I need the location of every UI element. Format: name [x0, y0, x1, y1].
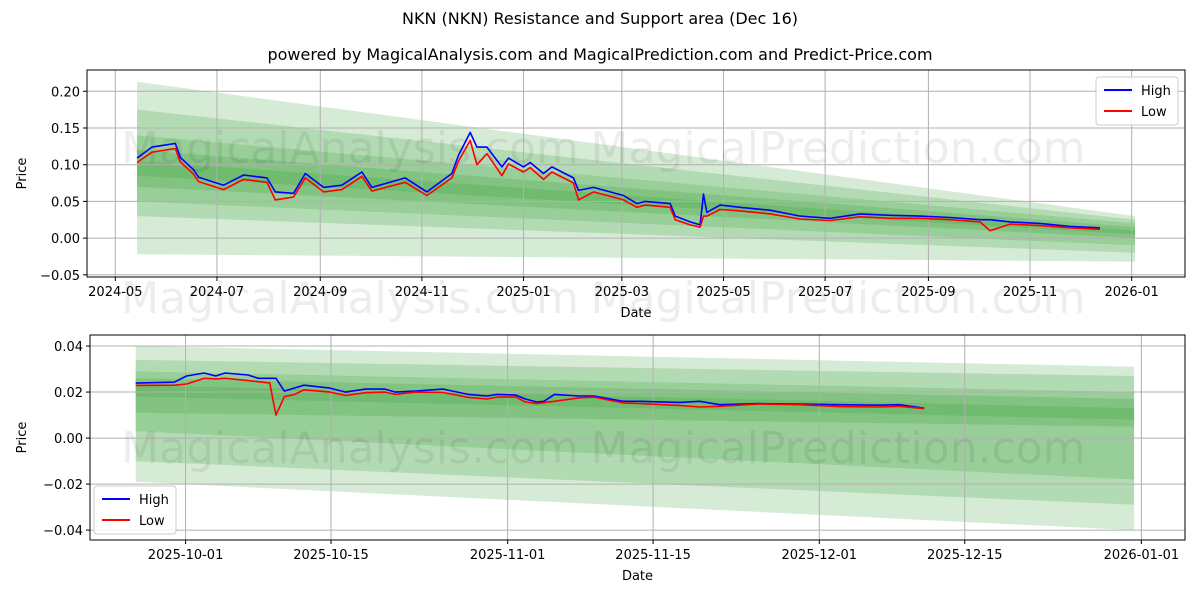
chart-subtitle: powered by MagicalAnalysis.com and Magic…: [267, 45, 933, 64]
y-tick-label: 0.05: [51, 195, 80, 210]
x-tick-label: 2025-07: [798, 285, 852, 300]
y-tick-label: 0.15: [51, 122, 80, 137]
watermark: MagicalAnalysis.com: [121, 273, 579, 324]
support-resistance-band: [136, 161, 1136, 235]
chart-1: 2024-05 2024-07 2024-09 2024-11 2025-01 2025-…: [15, 69, 1186, 324]
x-tick-label: 2025-12-15: [927, 548, 1003, 563]
y-tick-label: 0.20: [51, 85, 80, 100]
chart-2: 2025-10-01 2025-10-15 2025-11-01 2025-11-15…: [15, 334, 1186, 584]
watermark: MagicalAnalysis.com: [121, 423, 579, 474]
x-tick-label: 2025-12-01: [782, 548, 858, 563]
y-axis-label: Price: [15, 158, 30, 190]
x-tick-label: 2024-05: [88, 285, 142, 300]
x-tick-label: 2025-03: [595, 285, 649, 300]
legend-label-high: High: [139, 493, 169, 508]
x-axis-label: Date: [620, 306, 651, 321]
y-axis-label: Price: [15, 422, 30, 454]
support-resistance-band: [136, 81, 1136, 262]
series-line-high: [136, 131, 1101, 229]
legend: High Low: [1095, 76, 1179, 126]
support-resistance-band: [135, 385, 1135, 420]
support-resistance-band: [135, 378, 1135, 427]
support-resistance-band: [135, 371, 1135, 480]
axes-frame: [89, 334, 1186, 541]
legend-label-low: Low: [1141, 105, 1167, 120]
y-tick-label: −0.02: [43, 478, 83, 493]
watermark: MagicalPrediction.com: [591, 423, 1086, 474]
chart-title: NKN (NKN) Resistance and Support area (D…: [402, 9, 798, 28]
x-tick-label: 2024-07: [190, 285, 244, 300]
x-tick-label: 2025-11: [1003, 285, 1057, 300]
support-resistance-band: [135, 359, 1135, 505]
y-tick-label: 0.00: [54, 432, 83, 447]
y-tick-label: −0.04: [43, 524, 83, 539]
series-line-low: [135, 377, 925, 416]
series-line-high: [135, 372, 925, 409]
watermark: MagicalPrediction.com: [591, 123, 1086, 174]
x-tick-label: 2025-11-01: [470, 548, 546, 563]
x-axis-label: Date: [622, 569, 653, 584]
x-tick-label: 2026-01-01: [1104, 548, 1180, 563]
legend-label-high: High: [1141, 84, 1171, 99]
legend-label-low: Low: [139, 514, 165, 529]
legend: High Low: [93, 485, 177, 535]
axes-frame: [86, 69, 1186, 278]
x-tick-label: 2025-01: [496, 285, 550, 300]
x-tick-label: 2026-01: [1105, 285, 1159, 300]
y-tick-label: 0.04: [54, 340, 83, 355]
support-resistance-band: [136, 109, 1136, 253]
support-resistance-band: [136, 150, 1136, 239]
x-tick-label: 2024-11: [395, 285, 449, 300]
x-tick-label: 2025-09: [901, 285, 955, 300]
x-tick-label: 2025-11-15: [615, 548, 691, 563]
x-tick-label: 2025-10-15: [293, 548, 369, 563]
watermark: MagicalPrediction.com: [591, 273, 1086, 324]
y-tick-label: −0.05: [40, 269, 80, 284]
x-tick-label: 2025-05: [696, 285, 750, 300]
y-tick-label: 0.02: [54, 386, 83, 401]
y-tick-label: 0.00: [51, 232, 80, 247]
y-tick-label: 0.10: [51, 159, 80, 174]
series-line-low: [136, 139, 1101, 232]
x-tick-label: 2025-10-01: [148, 548, 224, 563]
x-tick-label: 2024-09: [293, 285, 347, 300]
